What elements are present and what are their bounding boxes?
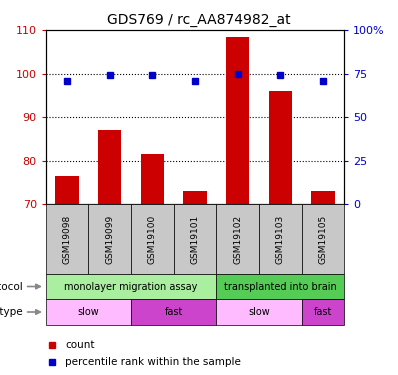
- Text: slow: slow: [78, 307, 99, 317]
- Bar: [226, 36, 250, 204]
- Bar: [131, 299, 217, 325]
- Bar: [140, 154, 164, 204]
- Bar: [217, 274, 344, 299]
- Text: fast: fast: [164, 307, 183, 317]
- Text: slow: slow: [248, 307, 270, 317]
- Bar: [46, 299, 131, 325]
- Bar: [46, 204, 88, 274]
- Bar: [302, 204, 344, 274]
- Text: protocol: protocol: [0, 282, 23, 291]
- Text: GSM19102: GSM19102: [233, 214, 242, 264]
- Bar: [131, 204, 174, 274]
- Bar: [55, 176, 79, 204]
- Bar: [259, 204, 302, 274]
- Bar: [174, 204, 217, 274]
- Bar: [183, 191, 207, 204]
- Bar: [217, 204, 259, 274]
- Text: monolayer migration assay: monolayer migration assay: [64, 282, 198, 291]
- Text: fast: fast: [314, 307, 332, 317]
- Bar: [46, 274, 217, 299]
- Text: count: count: [65, 339, 95, 350]
- Bar: [217, 299, 302, 325]
- Bar: [302, 299, 344, 325]
- Text: GSM19099: GSM19099: [105, 214, 114, 264]
- Text: percentile rank within the sample: percentile rank within the sample: [65, 357, 241, 368]
- Text: GSM19105: GSM19105: [318, 214, 328, 264]
- Text: GSM19103: GSM19103: [276, 214, 285, 264]
- Text: GSM19098: GSM19098: [62, 214, 72, 264]
- Text: GSM19100: GSM19100: [148, 214, 157, 264]
- Bar: [311, 191, 335, 204]
- Text: GSM19101: GSM19101: [191, 214, 199, 264]
- Text: cell type: cell type: [0, 307, 23, 317]
- Bar: [88, 204, 131, 274]
- Text: transplanted into brain: transplanted into brain: [224, 282, 337, 291]
- Bar: [269, 91, 292, 204]
- Text: GDS769 / rc_AA874982_at: GDS769 / rc_AA874982_at: [107, 13, 291, 27]
- Bar: [98, 130, 121, 204]
